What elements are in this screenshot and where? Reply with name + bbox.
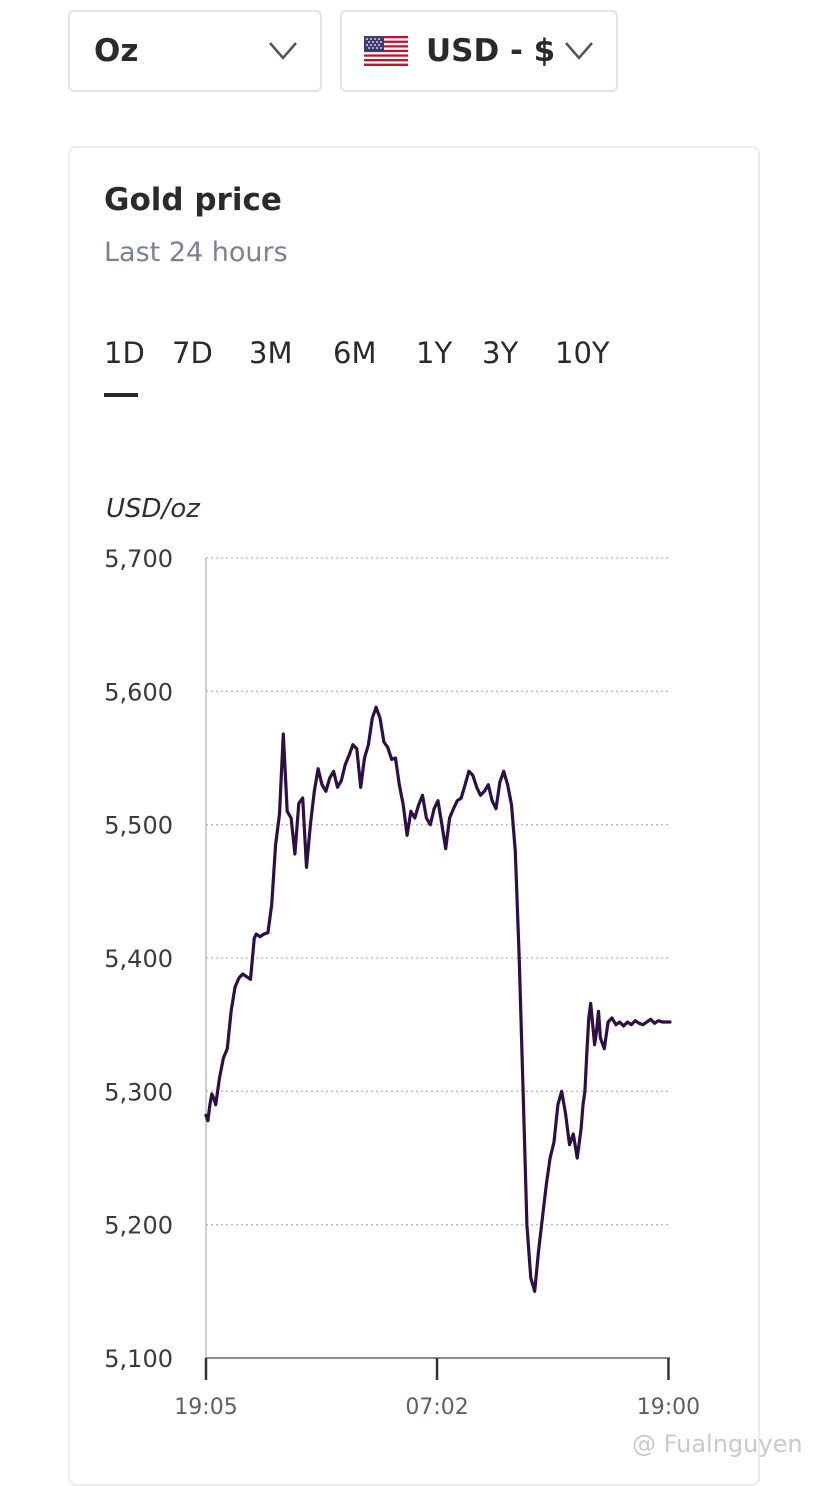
y-tick-label: 5,500 (104, 812, 173, 840)
currency-select-value: USD - $ (426, 33, 556, 69)
tab-3m[interactable]: 3M (249, 336, 293, 370)
card-subtitle: Last 24 hours (104, 237, 288, 268)
tab-10y[interactable]: 10Y (555, 336, 610, 370)
x-tick-label: 19:00 (637, 1395, 700, 1420)
tab-1y[interactable]: 1Y (416, 336, 453, 370)
tab-7d[interactable]: 7D (172, 336, 213, 370)
chevron-down-icon (269, 42, 297, 60)
y-tick-label: 5,600 (104, 678, 173, 706)
y-axis-unit-label: USD/oz (106, 494, 200, 524)
chevron-down-icon (565, 42, 593, 60)
price-series-line (204, 705, 672, 1293)
y-tick-label: 5,300 (104, 1078, 173, 1106)
y-tick-label: 5,400 (104, 945, 173, 973)
currency-select[interactable]: USD - $ (340, 10, 618, 92)
x-tick-label: 19:05 (174, 1395, 237, 1420)
y-tick-label: 5,700 (104, 545, 173, 573)
watermark: @ Fualnguyen (632, 1430, 803, 1458)
y-tick-label: 5,200 (104, 1212, 173, 1240)
us-flag-icon (364, 36, 408, 66)
tab-1d[interactable]: 1D (104, 336, 145, 397)
y-tick-label: 5,100 (104, 1345, 173, 1373)
x-tick-label: 07:02 (405, 1395, 468, 1420)
card-title: Gold price (104, 182, 282, 218)
unit-select[interactable]: Oz (68, 10, 322, 92)
tab-6m[interactable]: 6M (333, 336, 377, 370)
unit-select-value: Oz (94, 33, 139, 69)
tab-3y[interactable]: 3Y (482, 336, 519, 370)
